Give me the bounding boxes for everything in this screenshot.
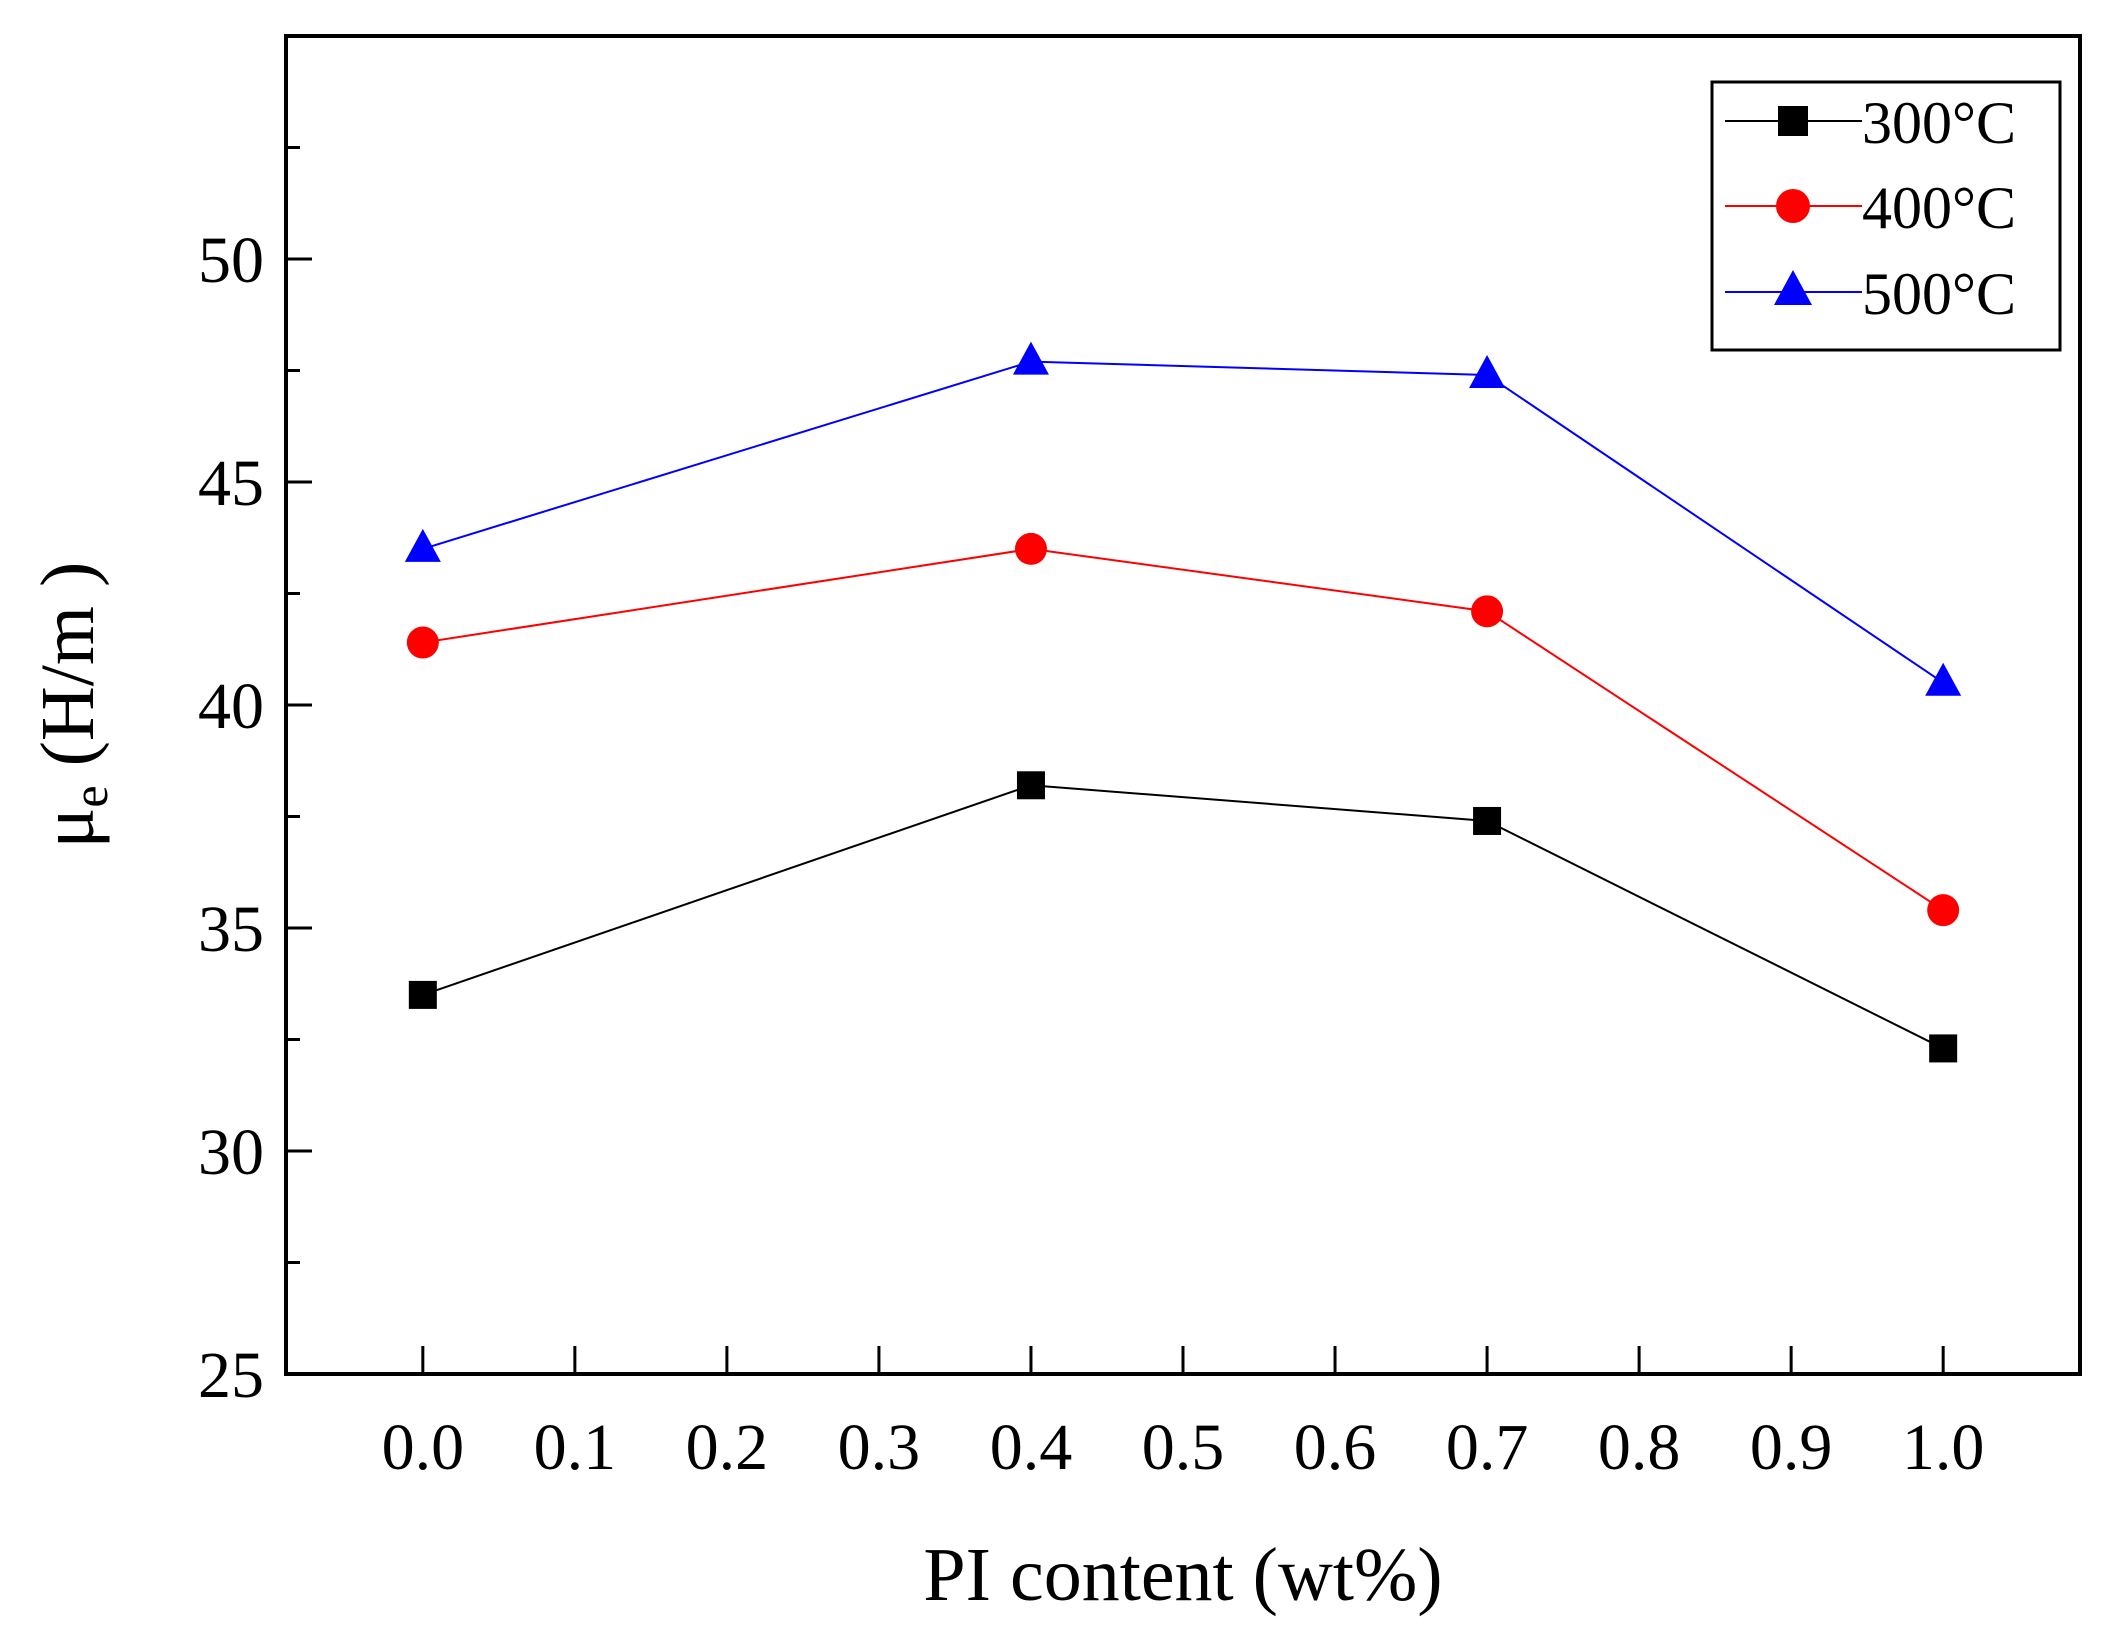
y-tick-label: 45 [198,447,264,520]
y-axis-subscript: e [62,785,118,807]
x-tick-label: 0.3 [838,1411,921,1484]
x-tick-label: 0.8 [1598,1411,1681,1484]
y-tick-label: 50 [198,224,264,297]
x-tick-label: 0.1 [534,1411,617,1484]
data-point [1016,771,1045,800]
series-line-1 [422,784,1944,1050]
x-tick-label: 0.7 [1446,1411,1529,1484]
data-point [1473,806,1502,835]
y-tick-label: 40 [198,670,264,743]
legend-item-500: 500°C [1725,261,2016,327]
legend-label-300: 300°C [1862,90,2016,156]
x-tick-label: 0.6 [1294,1411,1377,1484]
x-tick-label: 0.5 [1142,1411,1225,1484]
x-tick-label: 0.4 [990,1411,1073,1484]
data-point [1012,341,1049,375]
data-point [1927,894,1960,927]
x-tick-label: 0.2 [686,1411,769,1484]
series-layer [404,341,1962,1063]
y-axis-unit: (H/m ) [26,562,110,786]
legend: 300°C 400°C 500°C [1710,80,2062,352]
legend-label-400: 400°C [1862,175,2016,241]
x-axis-title: PI content (wt%) [923,1533,1442,1617]
y-tick-label: 35 [198,893,264,966]
data-point [1471,595,1504,628]
data-point [406,626,439,659]
legend-square-marker [1778,106,1808,136]
data-point [1469,354,1506,388]
legend-box [1710,80,2062,352]
data-point [1925,662,1962,696]
legend-circle-marker [1776,189,1810,223]
x-tick-label: 0.0 [382,1411,465,1484]
legend-triangle-marker [1774,270,1812,305]
y-axis-title: μe (H/m ) [26,562,118,849]
legend-item-400: 400°C [1725,175,2016,241]
data-point [404,528,441,562]
legend-label-500: 500°C [1862,261,2016,327]
y-axis-symbol: μ [26,808,110,849]
x-tick-label: 1.0 [1902,1411,1985,1484]
series-line-3 [422,360,1944,684]
axis-layer: 0.0 0.1 0.2 0.3 0.4 0.5 0.6 0.7 0.8 0.9 1.0 25 30 35 4… [198,146,1985,1484]
series-line-2 [422,547,1944,911]
legend-item-300: 300°C [1725,90,2016,156]
x-tick-label: 0.9 [1750,1411,1833,1484]
data-point [1014,532,1047,565]
y-tick-label: 25 [198,1339,264,1412]
y-tick-label: 30 [198,1116,264,1189]
data-point [408,980,437,1009]
data-point [1929,1034,1958,1063]
